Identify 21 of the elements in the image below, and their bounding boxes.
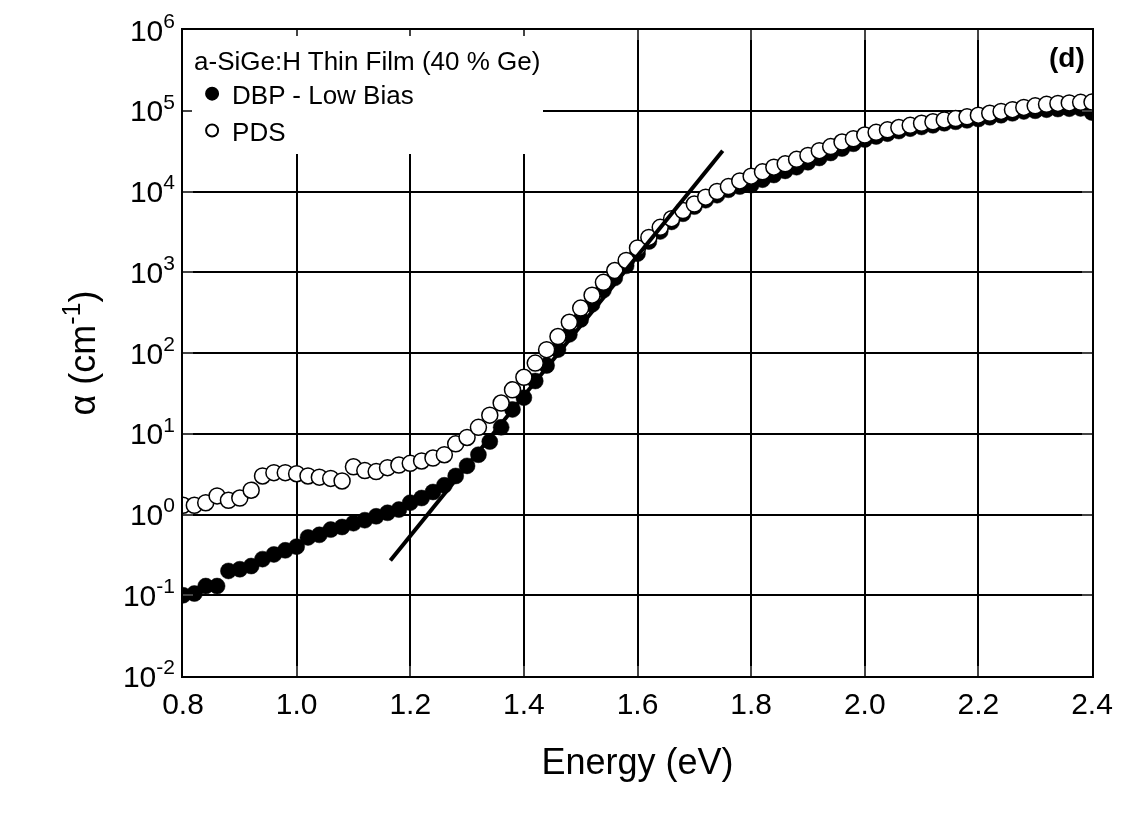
x-tick-label: 1.8 xyxy=(730,687,772,720)
x-axis-title: Energy (eV) xyxy=(541,741,734,783)
legend-label: DBP - Low Bias xyxy=(232,79,414,110)
x-tick-label: 2.4 xyxy=(1071,687,1113,720)
x-tick-label: 1.0 xyxy=(275,687,318,720)
y-tick-label: 10$^{0}$ xyxy=(129,493,175,531)
y-tick-label: 10$^{2}$ xyxy=(129,331,175,370)
y-tick-label: 10$^{6}$ xyxy=(129,8,175,47)
y-tick-label: 10$^{3}$ xyxy=(129,251,175,289)
x-tick-label: 2.2 xyxy=(957,687,1000,720)
x-tick-label: 1.6 xyxy=(616,687,659,720)
annotation: (d) xyxy=(1049,42,1085,73)
x-tick-label: 1.2 xyxy=(389,687,432,720)
y-tick-label: 10$^{1}$ xyxy=(129,412,175,451)
legend-title: a-SiGe:H Thin Film (40 % Ge) xyxy=(194,46,541,77)
y-tick-label: 10$^{-1}$ xyxy=(122,574,175,612)
x-tick-label: 1.4 xyxy=(503,687,545,720)
y-tick-label: 10$^{5}$ xyxy=(129,89,175,128)
legend-label: PDS xyxy=(232,116,286,147)
x-tick-label: 2.0 xyxy=(843,687,886,720)
y-tick-label: 10$^{4}$ xyxy=(129,170,176,208)
